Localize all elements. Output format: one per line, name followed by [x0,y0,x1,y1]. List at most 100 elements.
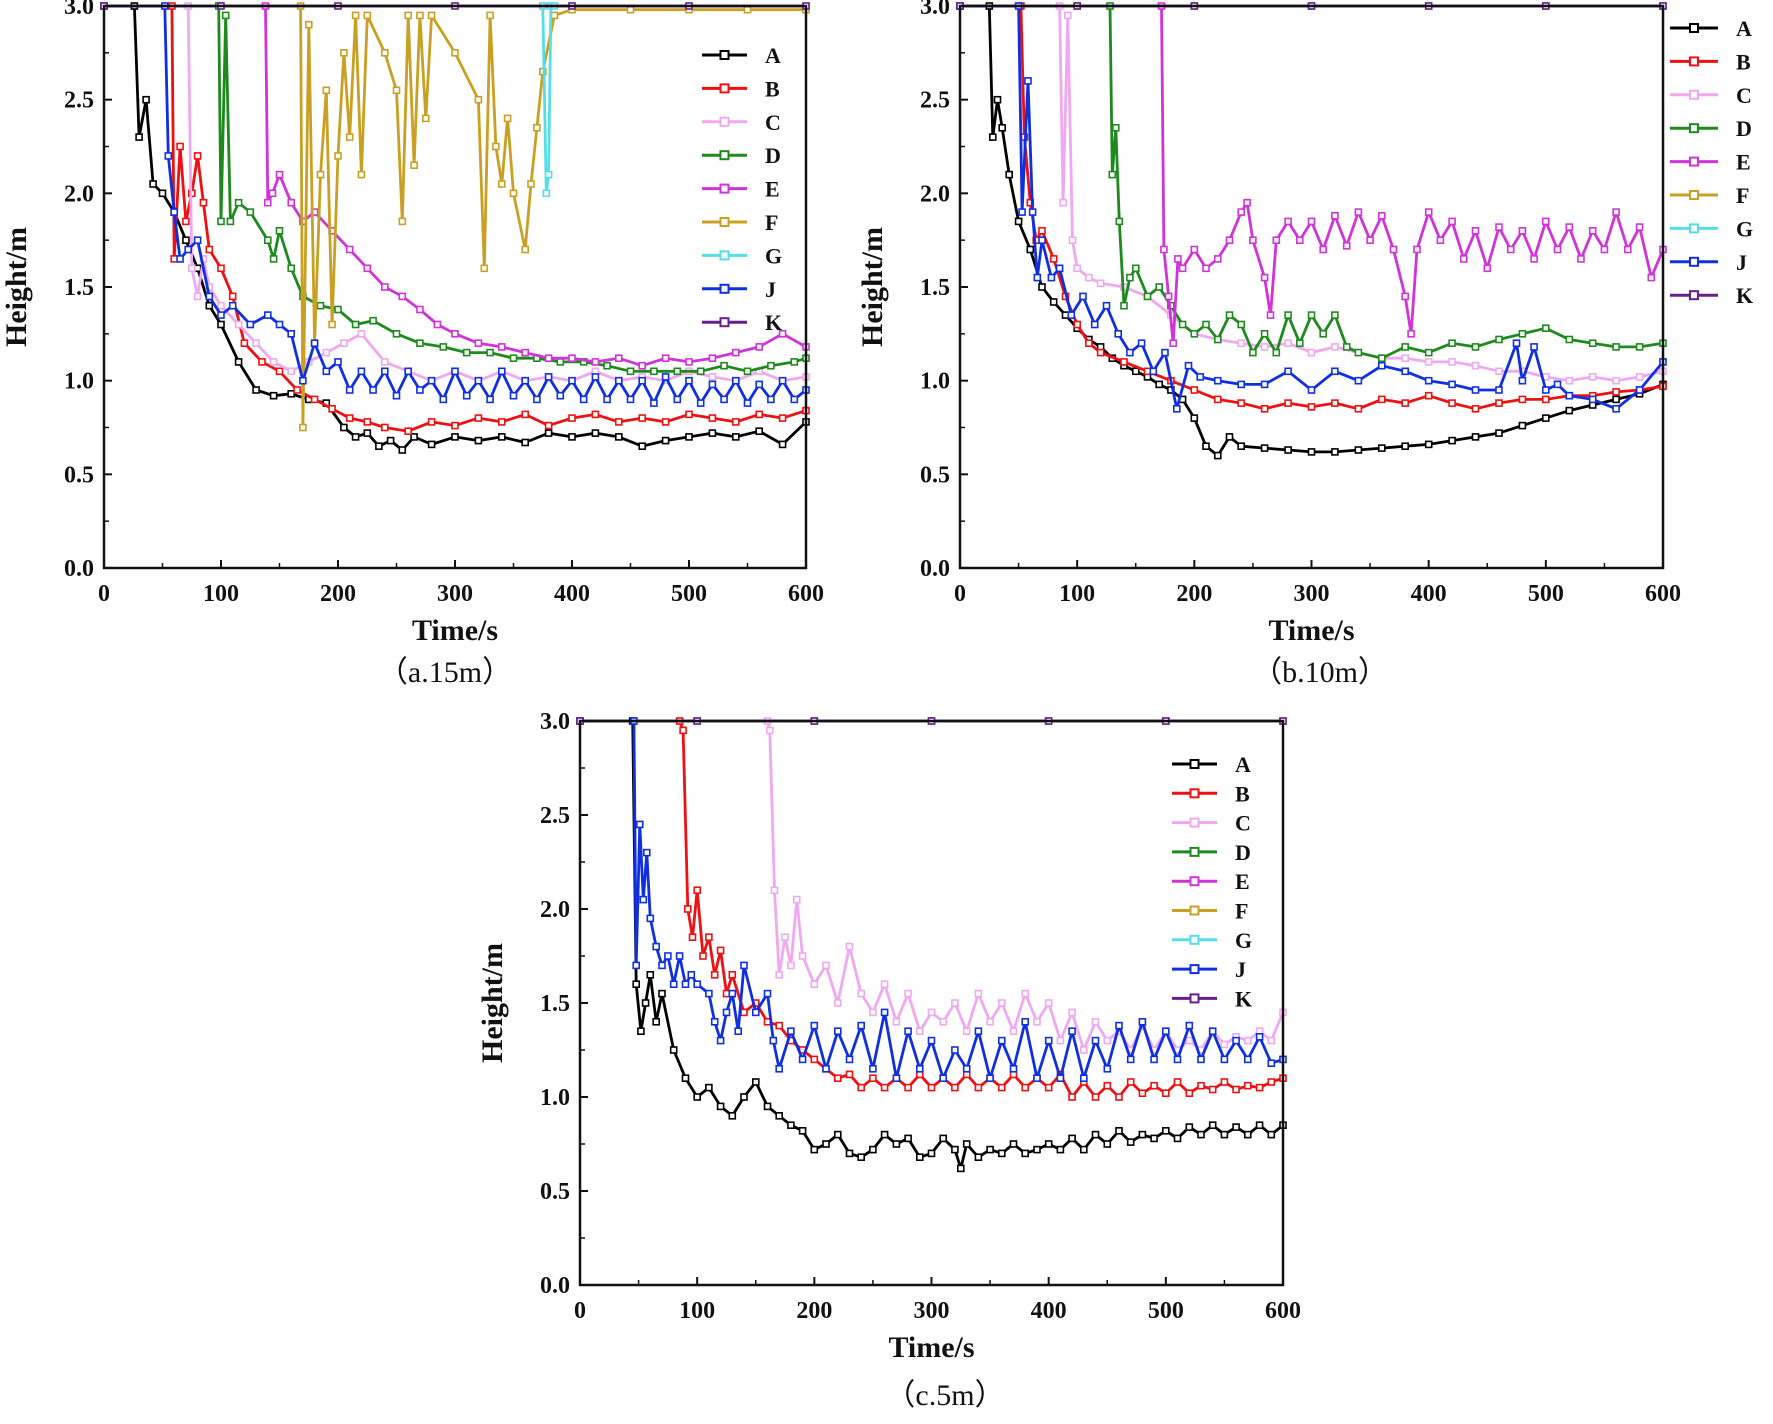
data-point-J [1033,1074,1041,1082]
data-point-A [658,989,666,998]
data-point-A [1307,448,1316,456]
data-point-A [1044,1140,1053,1148]
data-point-A [1126,1138,1135,1146]
data-point-J [1565,391,1574,400]
data-point-D [369,316,377,325]
data-point-J [1424,376,1433,385]
data-point-D [1214,335,1222,344]
data-point-D [556,358,565,366]
y-tick-label: 2.5 [540,803,570,829]
data-point-B [568,414,576,422]
data-point-E [1577,255,1585,263]
data-point-B [880,1083,889,1092]
data-point-C [1073,264,1081,273]
data-point-B [683,905,692,913]
data-point-F [421,114,430,123]
legend-item-B: B [1172,781,1250,806]
y-tick-label: 1.0 [920,369,950,395]
data-point-J [710,1017,719,1026]
x-tick-label: 100 [1059,581,1095,607]
data-point-A [751,1078,760,1086]
series-line-F [104,4,806,429]
data-point-C [1080,1046,1088,1054]
data-point-A [142,95,150,104]
data-point-D [392,329,401,338]
data-point-A [822,1140,830,1148]
legend-swatch-marker [1189,964,1200,975]
data-point-D [1542,324,1550,333]
data-point-A [998,124,1007,132]
data-point-J [1197,1055,1205,1064]
data-point-J [1378,361,1386,370]
data-point-J [650,399,658,407]
data-point-B [1612,388,1620,396]
data-point-C [775,970,784,979]
data-point-F [533,124,541,132]
data-point-J [1185,1021,1194,1030]
data-point-D [1260,329,1269,338]
data-point-A [892,1140,901,1148]
y-tick-label: 3.0 [540,709,570,735]
data-point-J [345,386,354,394]
data-point-A [681,1074,690,1082]
x-tick-label: 0 [954,581,966,607]
y-tick-label: 1.0 [540,1085,570,1111]
data-point-J [790,395,799,404]
data-point-B [293,386,301,394]
data-point-B [328,404,336,413]
data-point-A [845,1149,854,1158]
data-point-A [661,436,670,445]
data-point-A [1354,446,1363,454]
data-point-J [892,1074,901,1082]
legend-label: F [765,210,778,235]
data-point-J [1047,273,1056,282]
data-point-D [1424,348,1433,357]
data-point-A [386,436,395,445]
data-point-D [221,11,230,20]
data-point-A [497,433,506,441]
data-point-C [234,320,243,329]
data-point-B [1150,1081,1158,1090]
data-point-J [310,339,319,348]
data-point-F [380,48,389,57]
y-tick-label: 1.0 [64,369,94,395]
data-point-E [1319,245,1327,254]
chart-panel-2: 0.0 0.5 1.0 1.5 2.0 2.5 3.0 0 100 200 300 400 500 600… [856,0,1753,689]
data-point-J [1138,1017,1147,1026]
data-point-C [1091,1017,1100,1026]
data-point-C [1267,1036,1276,1045]
series-line-C [104,4,807,383]
data-point-A [614,433,623,441]
legend-label: G [1736,216,1753,241]
data-point-J [1354,376,1363,385]
data-point-A [708,429,717,437]
data-point-B [927,1083,936,1092]
y-tick-label: 3.0 [64,0,94,20]
data-point-B [258,358,266,366]
data-point-B [710,970,719,979]
data-point-J [1068,1027,1076,1035]
data-point-C [708,373,717,381]
y-tick-label: 2.5 [920,88,950,114]
data-point-E [1518,227,1527,235]
data-point-A [1185,1123,1194,1131]
data-point-J [720,395,728,404]
legend-swatch-marker [1189,876,1200,887]
data-point-J [1237,380,1245,389]
data-point-B [708,414,717,422]
data-point-J [544,373,553,381]
data-point-F [474,95,483,104]
data-point-J [287,329,296,338]
data-point-D [234,198,243,207]
legend-item-C: C [702,110,781,135]
data-point-A [880,1130,889,1139]
data-point-A [1091,1130,1100,1139]
data-point-A [993,95,1002,104]
data-point-E [1483,264,1492,273]
data-point-E [1266,311,1275,319]
data-point-D [1225,311,1234,319]
data-point-D [1284,311,1292,319]
data-point-J [626,395,635,404]
legend-swatch-marker [1189,993,1200,1004]
data-point-C [1044,999,1053,1007]
